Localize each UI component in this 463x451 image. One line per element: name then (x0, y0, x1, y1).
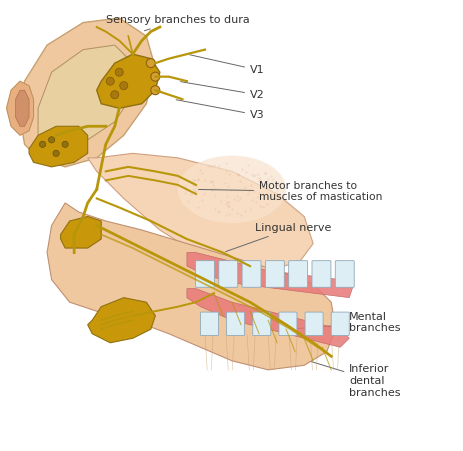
Polygon shape (29, 126, 88, 167)
FancyBboxPatch shape (252, 312, 270, 336)
Text: V3: V3 (176, 100, 264, 120)
FancyBboxPatch shape (311, 261, 330, 287)
Polygon shape (187, 289, 349, 347)
Circle shape (106, 77, 114, 85)
Polygon shape (20, 18, 155, 167)
FancyBboxPatch shape (304, 312, 322, 336)
Text: Mental
branches: Mental branches (293, 312, 400, 333)
Circle shape (150, 72, 159, 81)
FancyBboxPatch shape (242, 261, 261, 287)
FancyBboxPatch shape (226, 312, 244, 336)
FancyBboxPatch shape (335, 261, 353, 287)
FancyBboxPatch shape (218, 261, 237, 287)
Text: Motor branches to
muscles of mastication: Motor branches to muscles of mastication (198, 181, 382, 202)
Polygon shape (187, 253, 353, 298)
Polygon shape (88, 298, 155, 343)
FancyBboxPatch shape (331, 312, 349, 336)
Circle shape (53, 150, 59, 156)
Circle shape (39, 141, 46, 147)
FancyBboxPatch shape (200, 312, 218, 336)
Polygon shape (88, 153, 313, 271)
Circle shape (150, 86, 159, 95)
Text: Inferior
dental
branches: Inferior dental branches (311, 362, 400, 398)
Circle shape (119, 82, 127, 90)
Circle shape (62, 141, 68, 147)
Polygon shape (96, 54, 159, 108)
FancyBboxPatch shape (278, 312, 296, 336)
Polygon shape (47, 203, 335, 370)
Polygon shape (6, 81, 33, 135)
FancyBboxPatch shape (288, 261, 307, 287)
Polygon shape (15, 90, 29, 126)
Circle shape (115, 68, 123, 76)
Text: Sensory branches to dura: Sensory branches to dura (106, 15, 249, 31)
Circle shape (146, 59, 155, 68)
FancyBboxPatch shape (195, 261, 214, 287)
Text: V1: V1 (189, 55, 264, 75)
Circle shape (111, 91, 119, 99)
Text: V2: V2 (180, 82, 264, 100)
Polygon shape (61, 216, 101, 248)
Text: Lingual nerve: Lingual nerve (225, 223, 330, 252)
Ellipse shape (177, 156, 286, 223)
Circle shape (48, 137, 55, 143)
Polygon shape (38, 45, 132, 144)
FancyBboxPatch shape (265, 261, 284, 287)
